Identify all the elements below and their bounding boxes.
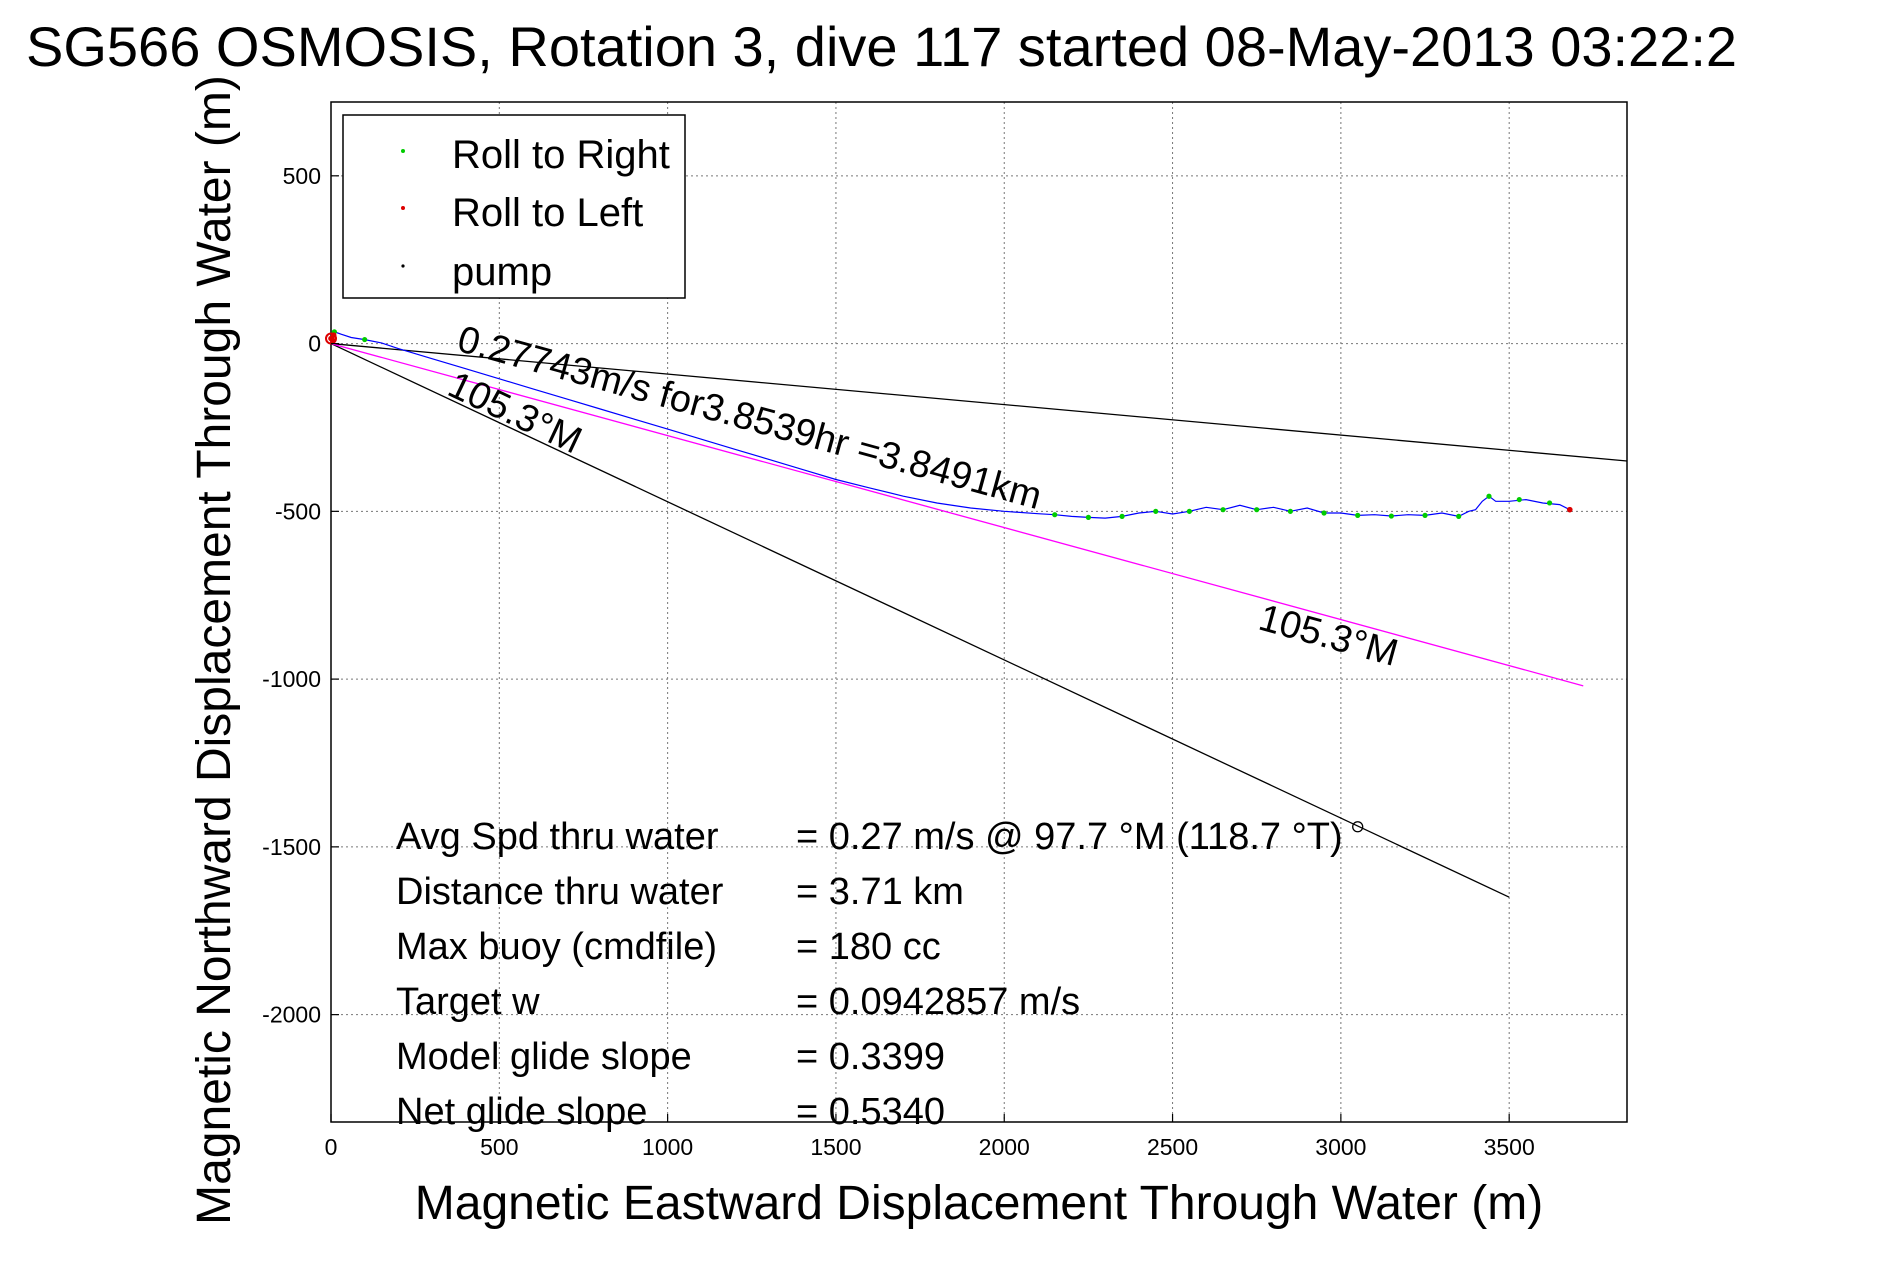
- black-heading-upper-line: [330, 342, 1628, 462]
- roll-right-point: [1220, 507, 1226, 513]
- roll-right-point: [1052, 512, 1058, 518]
- x-tick-label: 3500: [1484, 1134, 1535, 1160]
- stat-label-distance: Distance thru water: [396, 871, 724, 913]
- stat-value-distance: = 3.71 km: [796, 871, 964, 913]
- roll-left-point: [328, 335, 334, 342]
- y-axis-ticks: 500 0 -500 -1000 -1500 -2000: [262, 163, 339, 1028]
- black-heading-lower-line: [330, 342, 1510, 898]
- roll-right-point: [1119, 513, 1125, 519]
- stat-label-model-glide: Model glide slope: [396, 1036, 692, 1078]
- legend-roll-right-label: Roll to Right: [452, 133, 670, 177]
- pump-point: [1352, 821, 1364, 833]
- x-tick-label: 1500: [810, 1134, 861, 1160]
- magenta-heading-line: [330, 342, 1584, 687]
- legend-roll-left-marker: [401, 206, 405, 210]
- x-tick-label: 0: [325, 1134, 338, 1160]
- stat-label-net-glide: Net glide slope: [396, 1091, 647, 1133]
- chart-title: SG566 OSMOSIS, Rotation 3, dive 117 star…: [26, 15, 1737, 78]
- x-tick-label: 1000: [642, 1134, 693, 1160]
- roll-left-point: [1566, 506, 1573, 513]
- heading-lines: [330, 342, 1628, 898]
- legend-roll-right-marker: [401, 149, 405, 153]
- y-tick-label: 0: [308, 331, 321, 357]
- y-tick-label: -500: [275, 498, 321, 524]
- stat-label-avg-speed: Avg Spd thru water: [396, 816, 719, 858]
- y-tick-label: -2000: [262, 1002, 321, 1028]
- roll-right-point: [1085, 514, 1092, 520]
- stat-value-model-glide: = 0.3399: [796, 1036, 945, 1078]
- stat-value-max-buoy: = 180 cc: [796, 926, 941, 968]
- legend-roll-left-label: Roll to Left: [452, 191, 643, 235]
- plot-area-frame: [330, 101, 1628, 1123]
- x-axis-label: Magnetic Eastward Displacement Through W…: [415, 1177, 1543, 1230]
- roll-right-point: [1153, 508, 1159, 514]
- stat-value-avg-speed: = 0.27 m/s @ 97.7 °M (118.7 °T): [796, 816, 1343, 858]
- roll-right-point: [1355, 512, 1361, 518]
- roll-right-point: [1486, 493, 1492, 499]
- x-tick-label: 500: [480, 1134, 518, 1160]
- stat-label-target-w: Target w: [396, 981, 540, 1023]
- roll-right-point: [1254, 507, 1260, 513]
- legend: Roll to Right Roll to Left pump: [342, 114, 686, 299]
- stat-value-target-w: = 0.0942857 m/s: [796, 981, 1080, 1023]
- roll-right-point: [362, 336, 368, 343]
- roll-right-point: [1321, 510, 1327, 516]
- legend-box: [342, 114, 686, 299]
- roll-right-point: [1186, 508, 1192, 514]
- y-tick-label: 500: [283, 163, 321, 189]
- stats-block: Avg Spd thru water = 0.27 m/s @ 97.7 °M …: [396, 816, 1343, 1133]
- marker-group: [325, 329, 1573, 833]
- y-tick-label: -1000: [262, 666, 321, 692]
- roll-right-point: [1546, 500, 1553, 506]
- legend-pump-label: pump: [452, 250, 552, 294]
- roll-right-point: [1516, 496, 1522, 503]
- x-tick-label: 3000: [1315, 1134, 1366, 1160]
- x-axis-ticks: 0 500 1000 1500 2000 2500 3000 3500: [325, 1114, 1535, 1160]
- legend-pump-marker: [401, 264, 405, 268]
- y-axis-label: Magnetic Northward Displacement Through …: [188, 75, 241, 1225]
- stat-label-max-buoy: Max buoy (cmdfile): [396, 926, 717, 968]
- roll-right-point: [1287, 508, 1293, 514]
- roll-right-point: [1456, 513, 1462, 519]
- x-tick-label: 2500: [1147, 1134, 1198, 1160]
- stat-value-net-glide: = 0.5340: [796, 1091, 945, 1133]
- x-tick-label: 2000: [979, 1134, 1030, 1160]
- y-tick-label: -1500: [262, 834, 321, 860]
- roll-right-point: [1388, 513, 1394, 519]
- roll-right-point: [1422, 512, 1428, 518]
